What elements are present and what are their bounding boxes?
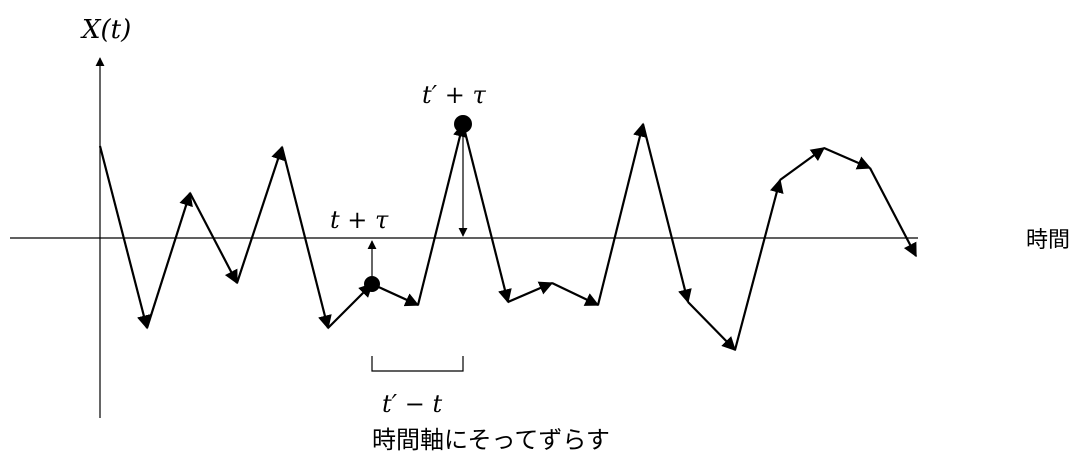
path-segment-arrow	[507, 281, 554, 304]
label-t-plus-tau: t + τ	[330, 206, 389, 234]
path-segment-arrow	[416, 122, 467, 306]
path-segment-arrow	[280, 146, 332, 330]
path-segment-arrow	[779, 147, 826, 181]
point-t-prime	[454, 115, 472, 133]
path-segment-arrow	[823, 146, 872, 170]
random-walk-path	[98, 122, 917, 352]
label-interval: t′ − t	[382, 390, 442, 418]
point-t	[364, 276, 380, 292]
path-segment-arrow	[869, 167, 917, 258]
path-segment-arrow	[327, 283, 373, 329]
path-segment-arrow	[596, 122, 647, 306]
path-segment-arrow	[551, 282, 600, 306]
caption: 時間軸にそってずらす	[372, 426, 610, 454]
path-segment-arrow	[235, 145, 285, 284]
x-axis-label: 時間	[1026, 228, 1070, 253]
path-segment-arrow	[733, 178, 784, 351]
path-segment-arrow	[687, 301, 736, 352]
label-t-prime-plus-tau: t′ + τ	[422, 81, 486, 109]
path-segment-arrow	[145, 191, 193, 329]
path-segment-arrow	[98, 145, 151, 330]
path-segment-arrow	[189, 192, 238, 285]
path-segment-arrow	[461, 123, 512, 304]
y-axis-label: X(t)	[80, 15, 131, 45]
interval-bracket	[371, 356, 464, 372]
path-segment-arrow	[371, 282, 420, 307]
path-segment-arrow	[641, 123, 692, 304]
